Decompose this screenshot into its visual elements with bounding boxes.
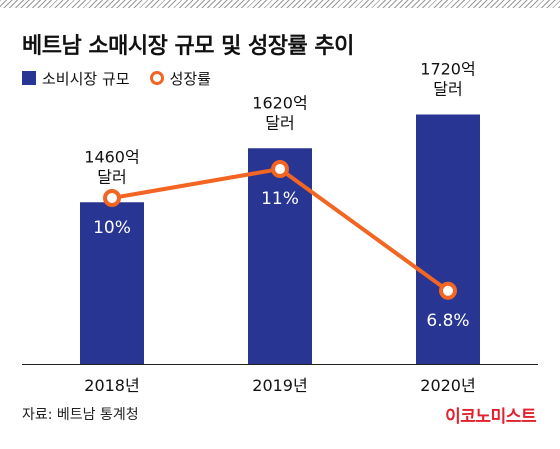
growth-rate-label: 11% (261, 189, 299, 209)
legend-item-bar: 소비시장 규모 (22, 68, 130, 89)
x-tick-label: 2020년 (420, 376, 475, 395)
bar-2020년 (416, 114, 480, 364)
growth-rate-point (439, 281, 457, 300)
source-note: 자료: 베트남 통계청 (22, 407, 139, 423)
top-hatch-border (0, 0, 560, 8)
legend-line-label: 성장률 (169, 69, 211, 88)
bar-value-label: 달러 (433, 80, 462, 99)
legend: 소비시장 규모 성장률 (22, 68, 231, 88)
legend-line-marker (149, 71, 164, 85)
legend-bar-label: 소비시장 규모 (42, 69, 130, 88)
growth-rate-label: 6.8% (426, 311, 469, 331)
x-tick-label: 2019년 (252, 376, 307, 395)
brand-logo: 이코노미스트 (445, 407, 536, 427)
bar-value-label: 1460억 (84, 147, 139, 166)
bar-2018년 (80, 202, 144, 364)
bar-value-label: 달러 (265, 113, 294, 132)
legend-item-line: 성장률 (149, 68, 211, 89)
bar-value-label: 1620억 (252, 93, 307, 112)
growth-rate-label: 10% (93, 218, 131, 238)
growth-rate-point (103, 189, 121, 207)
chart-title: 베트남 소매시장 규모 및 성장률 추이 (22, 34, 354, 59)
growth-rate-point (271, 160, 289, 178)
legend-bar-swatch (22, 71, 36, 85)
x-tick-label: 2018년 (84, 376, 139, 395)
bar-value-label: 달러 (97, 167, 126, 186)
bar-value-label: 1720억 (420, 60, 475, 79)
bar-2019년 (248, 148, 312, 364)
